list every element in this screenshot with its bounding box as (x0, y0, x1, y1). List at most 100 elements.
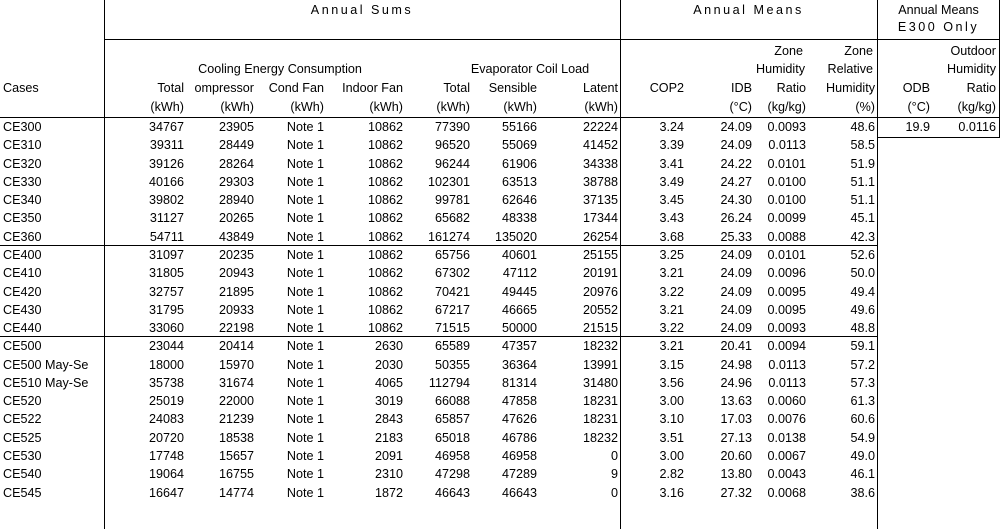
table-cell: 70421 (434, 284, 470, 299)
table-cell: 47112 (502, 266, 537, 281)
table-cell: 47289 (501, 467, 537, 482)
table-cell: 10862 (367, 193, 403, 208)
table-cell: 47357 (501, 339, 537, 354)
table-cell: Note 1 (286, 467, 324, 482)
evaporator-coil-header: Evaporator Coil Load (470, 62, 590, 76)
table-cell: 112794 (428, 375, 470, 390)
table-cell: 65018 (434, 430, 470, 445)
table-cell: 49.4 (850, 284, 875, 299)
table-cell: 31480 (582, 375, 618, 390)
table-cell: 20943 (218, 266, 254, 281)
table-cell: 50.0 (850, 266, 875, 281)
table-cell: 20.60 (720, 449, 752, 464)
table-cell: 50355 (434, 357, 470, 372)
table-cell: 28264 (218, 156, 254, 171)
case-label: CE420 (3, 284, 42, 299)
column-unit: (kWh) (436, 100, 470, 114)
table-cell: 25155 (582, 247, 618, 262)
table-cell: 9 (610, 467, 618, 482)
table-cell: 55166 (501, 120, 537, 134)
table-cell: 17.03 (720, 412, 752, 427)
table-cell: 71515 (434, 321, 470, 336)
cases-header: Cases (3, 81, 39, 95)
table-cell: 77390 (434, 120, 470, 134)
table-cell: Note 1 (286, 485, 324, 500)
table-cell: Note 1 (286, 247, 324, 262)
table-cell: 21515 (582, 321, 618, 336)
table-cell: 10862 (367, 321, 403, 336)
annual-sums-header: Annual Sums (310, 3, 414, 17)
column-header: Ratio (776, 81, 806, 95)
table-cell: 3.16 (659, 485, 684, 500)
table-cell: 40166 (148, 174, 184, 189)
table-cell: 51.1 (850, 174, 875, 189)
table-cell: 99781 (434, 193, 470, 208)
column-header: Cond Fan (268, 81, 324, 95)
table-cell: Note 1 (286, 302, 324, 317)
table-cell: 10862 (367, 156, 403, 171)
table-cell: 2183 (374, 430, 403, 445)
table-cell: 67217 (434, 302, 470, 317)
table-cell: 3.39 (659, 138, 684, 153)
table-cell: 3.00 (659, 394, 684, 409)
zone-relative-header-2: Relative (827, 62, 874, 76)
column-unit: (kg/kg) (957, 100, 997, 114)
table-cell: 31674 (218, 375, 254, 390)
table-cell: 67302 (434, 266, 470, 281)
table-cell: 3.68 (659, 229, 684, 244)
column-header: Total (443, 81, 470, 95)
table-cell: 20414 (218, 339, 254, 354)
case-label: CE530 (3, 449, 42, 464)
table-cell: 18232 (582, 339, 618, 354)
table-cell: 24.09 (720, 120, 752, 134)
table-cell: 0 (610, 485, 618, 500)
column-unit: (kg/kg) (767, 100, 807, 114)
table-cell: 24.09 (720, 266, 752, 281)
table-cell: 20.41 (720, 339, 752, 354)
table-cell: 1872 (374, 485, 403, 500)
zone-humidity-header-2: Humidity (756, 62, 805, 76)
table-cell: 0.0113 (768, 357, 806, 372)
table-cell: 31127 (149, 211, 184, 226)
table-cell: 3019 (374, 394, 403, 409)
table-cell: 32757 (148, 284, 184, 299)
column-unit: (kWh) (150, 100, 184, 114)
table-cell: 18231 (582, 412, 618, 427)
table-cell: 39126 (148, 156, 184, 171)
table-cell: 0.0067 (767, 449, 806, 464)
table-cell: 16647 (148, 485, 184, 500)
table-cell: Note 1 (286, 449, 324, 464)
table-cell: 65756 (434, 247, 470, 262)
table-cell: 38.6 (850, 485, 875, 500)
table-cell: 10862 (367, 266, 403, 281)
table-cell: 10862 (367, 138, 403, 153)
column-unit: (°C) (907, 100, 930, 114)
table-cell: Note 1 (286, 394, 324, 409)
table-cell: 35738 (148, 375, 184, 390)
table-cell: 46643 (501, 485, 537, 500)
case-label: CE300 (3, 120, 42, 134)
table-cell: 28940 (218, 193, 254, 208)
table-cell: 13.80 (720, 467, 752, 482)
table-cell: 48.6 (850, 120, 875, 134)
table-cell: 24.22 (720, 156, 752, 171)
table-cell: 55069 (501, 138, 537, 153)
table-cell: 18232 (582, 430, 618, 445)
case-label: CE330 (3, 174, 42, 189)
table-cell: 0.0060 (767, 394, 806, 409)
table-cell-e300: 0.0116 (958, 120, 996, 134)
table-cell: Note 1 (286, 120, 324, 134)
table-cell: 31805 (148, 266, 184, 281)
case-label: CE360 (3, 229, 42, 244)
table-cell: 17344 (582, 211, 618, 226)
table-cell: 20720 (148, 430, 184, 445)
table-cell: 0.0093 (767, 120, 806, 134)
table-cell: 81314 (501, 375, 537, 390)
table-cell: 0.0095 (767, 302, 806, 317)
table-cell: 135020 (494, 229, 537, 244)
column-unit: (°C) (729, 100, 752, 114)
case-label: CE400 (3, 247, 42, 262)
outdoor-humidity-header-2: Humidity (947, 62, 996, 76)
table-cell: 49.0 (850, 449, 875, 464)
